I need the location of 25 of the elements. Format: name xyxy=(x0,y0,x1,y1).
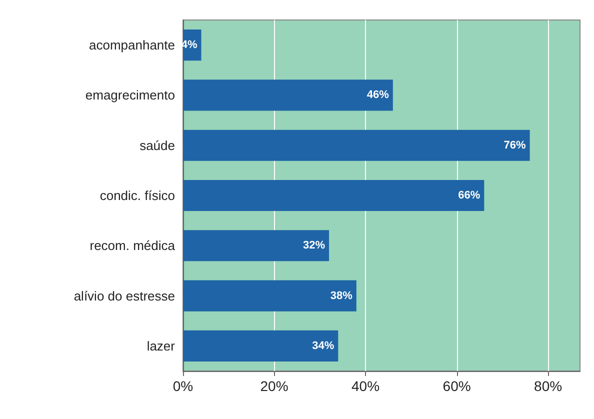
data-label: 76% xyxy=(504,139,526,152)
bar xyxy=(183,330,338,362)
y-tick-label: lazer xyxy=(146,338,176,354)
y-tick-label: acompanhante xyxy=(88,38,175,53)
data-label: 34% xyxy=(312,340,334,352)
data-label: 46% xyxy=(366,89,390,102)
data-label: 32% xyxy=(302,240,326,252)
y-tick-label: recom. médica xyxy=(90,238,176,254)
x-tick-label: 60% xyxy=(442,378,471,394)
data-label: 4% xyxy=(181,39,198,52)
data-label: 38% xyxy=(330,290,353,302)
y-tick-label: condic. físico xyxy=(100,188,175,203)
x-tick-label: 40% xyxy=(352,378,380,394)
x-tick-label: 80% xyxy=(534,378,562,394)
bar xyxy=(183,230,330,262)
bar xyxy=(183,130,530,161)
bar xyxy=(183,280,356,312)
data-label: 66% xyxy=(458,190,480,202)
y-tick-label: saúde xyxy=(140,138,175,153)
x-tick-label: 0% xyxy=(172,378,194,394)
y-tick-label: emagrecimento xyxy=(85,88,175,103)
x-tick-label: 20% xyxy=(260,378,288,394)
bar xyxy=(183,180,484,212)
y-tick-label: alívio do estresse xyxy=(74,288,175,304)
bar xyxy=(183,80,393,111)
